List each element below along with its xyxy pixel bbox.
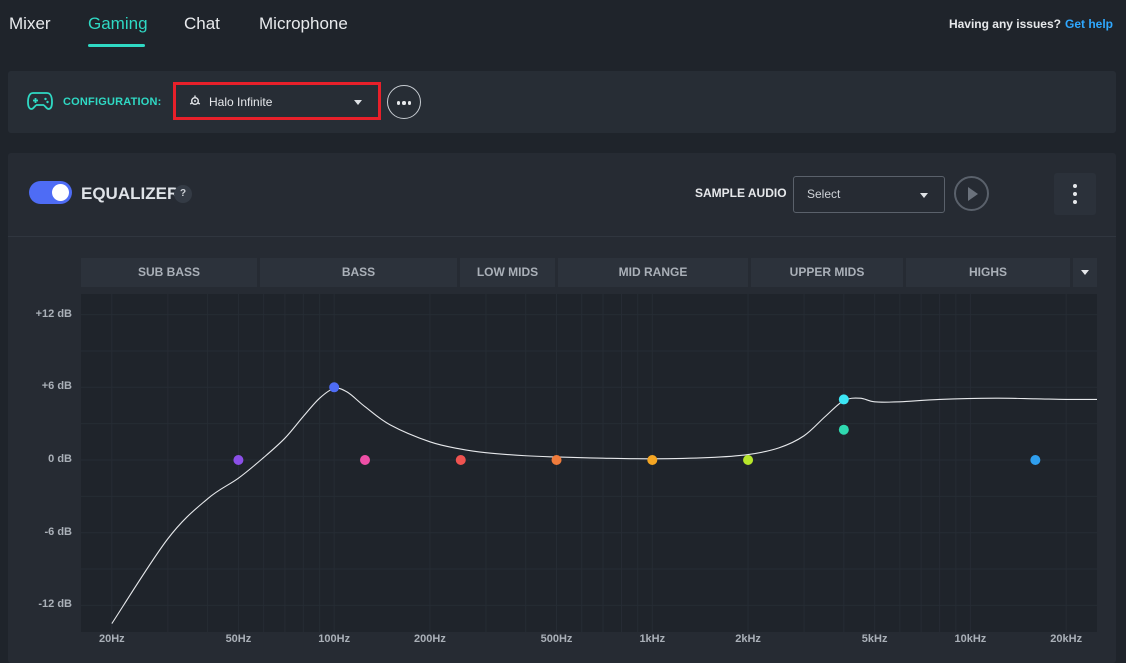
toggle-knob bbox=[52, 184, 69, 201]
filter-point[interactable] bbox=[647, 455, 658, 465]
x-tick-label: 20kHz bbox=[1050, 633, 1083, 645]
equalizer-panel: EQUALIZER ? SAMPLE AUDIO Select SUB BASS… bbox=[8, 153, 1116, 663]
sample-audio-dropdown[interactable]: Select bbox=[793, 176, 945, 213]
configuration-label: CONFIGURATION: bbox=[63, 96, 162, 108]
x-tick-label: 500Hz bbox=[540, 633, 573, 645]
filter-point[interactable] bbox=[233, 455, 244, 465]
help-prompt: Having any issues? Get help bbox=[949, 17, 1113, 31]
y-tick-label: +12 dB bbox=[35, 307, 72, 320]
sample-audio-label: SAMPLE AUDIO bbox=[695, 186, 787, 200]
band-mid-range[interactable]: MID RANGE bbox=[558, 258, 748, 287]
equalizer-graph[interactable] bbox=[8, 153, 1116, 663]
tab-chat[interactable]: Chat bbox=[184, 14, 220, 33]
filter-point[interactable] bbox=[743, 455, 754, 465]
divider bbox=[8, 236, 1116, 237]
x-tick-label: 20Hz bbox=[98, 633, 125, 645]
x-tick-label: 2kHz bbox=[735, 633, 761, 645]
plot-background bbox=[81, 294, 1097, 632]
more-horizontal-icon bbox=[407, 101, 411, 105]
sample-audio-value: Select bbox=[807, 187, 841, 201]
filter-point[interactable] bbox=[1030, 455, 1041, 465]
configuration-value: Halo Infinite bbox=[209, 95, 273, 109]
chevron-down-icon bbox=[354, 100, 362, 105]
steelseries-icon bbox=[189, 95, 201, 105]
equalizer-menu-button[interactable] bbox=[1054, 173, 1096, 215]
more-vertical-icon bbox=[1073, 200, 1077, 204]
filter-point[interactable] bbox=[455, 455, 466, 465]
play-sample-button[interactable] bbox=[954, 176, 989, 211]
y-tick-label: 0 dB bbox=[48, 453, 72, 465]
equalizer-title: EQUALIZER bbox=[81, 184, 180, 203]
chevron-down-icon bbox=[920, 193, 928, 198]
more-horizontal-icon bbox=[396, 101, 400, 105]
band-low-mids[interactable]: LOW MIDS bbox=[460, 258, 555, 287]
more-vertical-icon bbox=[1073, 184, 1077, 188]
filter-point[interactable] bbox=[838, 394, 849, 405]
bands-expand-button[interactable] bbox=[1073, 258, 1097, 287]
gamepad-icon bbox=[27, 92, 53, 110]
band-bass[interactable]: BASS bbox=[260, 258, 457, 287]
configuration-dropdown[interactable]: Halo Infinite bbox=[173, 82, 381, 120]
filter-point[interactable] bbox=[329, 382, 340, 393]
active-tab-indicator bbox=[88, 44, 145, 47]
tab-mixer[interactable]: Mixer bbox=[9, 14, 51, 33]
y-tick-label: -12 dB bbox=[38, 598, 72, 611]
x-tick-label: 10kHz bbox=[954, 633, 987, 645]
x-tick-label: 1kHz bbox=[639, 633, 666, 645]
configuration-bar: CONFIGURATION: Halo Infinite bbox=[8, 71, 1116, 133]
y-tick-label: -6 dB bbox=[44, 525, 73, 538]
help-question: Having any issues? bbox=[948, 17, 1061, 31]
help-icon[interactable]: ? bbox=[174, 185, 192, 203]
x-tick-label: 200Hz bbox=[414, 633, 446, 645]
more-options-button[interactable] bbox=[387, 85, 421, 119]
x-tick-label: 50Hz bbox=[225, 633, 252, 645]
get-help-link[interactable]: Get help bbox=[1064, 17, 1113, 31]
filter-point[interactable] bbox=[360, 455, 371, 465]
band-upper-mids[interactable]: UPPER MIDS bbox=[751, 258, 903, 287]
filter-point[interactable] bbox=[838, 424, 849, 435]
tab-gaming[interactable]: Gaming bbox=[88, 14, 148, 33]
x-tick-label: 100Hz bbox=[318, 633, 351, 645]
band-highs[interactable]: HIGHS bbox=[906, 258, 1070, 287]
tab-microphone[interactable]: Microphone bbox=[259, 14, 348, 33]
y-tick-label: +6 dB bbox=[41, 380, 72, 393]
equalizer-toggle[interactable] bbox=[29, 181, 72, 204]
more-vertical-icon bbox=[1073, 192, 1077, 196]
top-nav: Mixer Gaming Chat Microphone Having any … bbox=[0, 0, 1126, 60]
band-sub-bass[interactable]: SUB BASS bbox=[81, 258, 257, 287]
filter-point[interactable] bbox=[551, 455, 562, 465]
x-tick-label: 5kHz bbox=[861, 633, 888, 645]
more-horizontal-icon bbox=[402, 101, 406, 105]
